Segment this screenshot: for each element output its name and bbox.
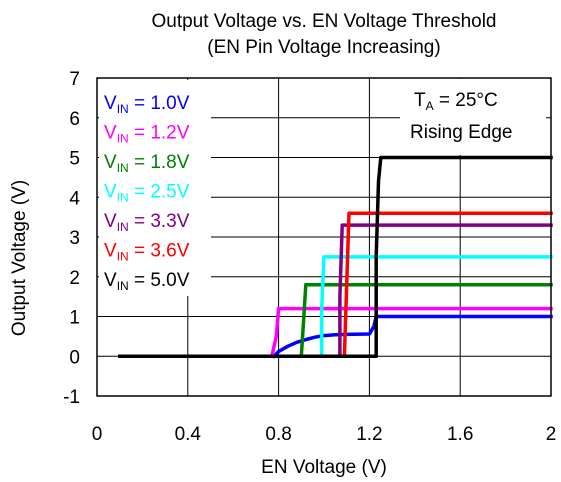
series-line [271,314,553,359]
legend-entry: VIN = 3.6V [104,241,190,264]
legend-entry: VIN = 5.0V [104,270,190,293]
annotation-temperature: TA = 25°C [414,90,498,113]
x-tick-label: 1.6 [447,424,473,445]
x-tick-label: 1.2 [356,424,382,445]
series-line [342,211,553,359]
y-tick-labels: -1 0 1 2 3 4 5 6 7 [63,69,80,408]
y-tick-label: 0 [69,347,80,368]
y-axis-label: Output Voltage (V) [9,180,30,336]
legend-background [99,80,211,296]
y-tick-label: 6 [69,109,80,130]
series-line [338,223,553,359]
legend-entry: VIN = 2.5V [104,182,190,205]
legend-entry: VIN = 1.0V [104,93,190,116]
legend: VIN = 1.0V VIN = 1.2V VIN = 1.8V VIN = 2.5V… [99,80,211,296]
annotation-edge: Rising Edge [410,122,512,143]
y-tick-label: -1 [63,387,80,408]
x-tick-label: 2 [546,424,557,445]
chart-subtitle: (EN Pin Voltage Increasing) [207,37,440,58]
y-tick-label: 7 [69,69,80,90]
x-axis-label: EN Voltage (V) [261,457,387,478]
y-tick-label: 1 [69,308,80,329]
x-tick-label: 0 [92,424,103,445]
series-line [117,155,553,359]
y-tick-label: 5 [69,149,80,170]
series-lines [117,155,553,359]
annotation: TA = 25°C Rising Edge [400,79,546,155]
x-tick-label: 0.8 [265,424,291,445]
chart-title: Output Voltage vs. EN Voltage Threshold [151,11,496,32]
legend-entry: VIN = 1.8V [104,152,190,175]
legend-entry: VIN = 1.2V [104,123,190,146]
annotation-background [400,79,546,155]
x-tick-labels: 0 0.4 0.8 1.2 1.6 2 [92,424,557,445]
series-line [299,282,553,359]
x-tick-label: 0.4 [175,424,202,445]
y-tick-label: 3 [69,228,80,249]
series-line [319,255,553,359]
legend-entry: VIN = 3.3V [104,211,190,234]
series-line [269,306,553,359]
y-tick-label: 4 [69,188,80,209]
y-tick-label: 2 [69,268,80,289]
plot-frame [96,77,552,397]
